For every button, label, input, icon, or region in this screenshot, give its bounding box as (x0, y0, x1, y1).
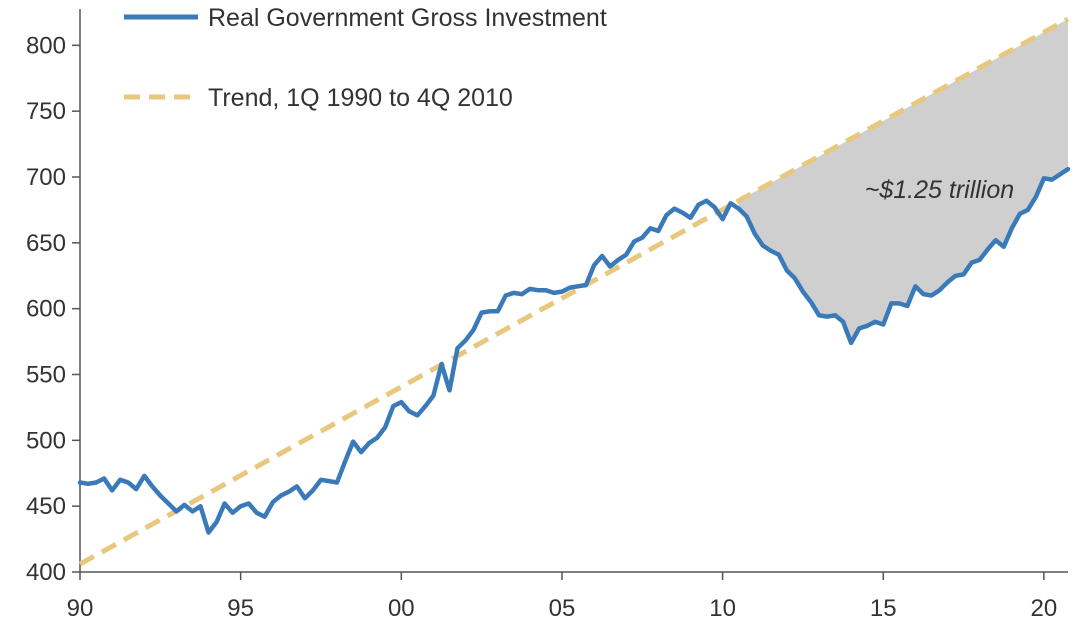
x-tick-label: 05 (549, 595, 576, 622)
x-tick-label: 20 (1031, 595, 1058, 622)
legend-label-actual: Real Government Gross Investment (208, 4, 607, 32)
y-tick-label: 500 (26, 427, 66, 454)
x-tick-label: 15 (870, 595, 897, 622)
y-tick-label: 750 (26, 98, 66, 125)
y-tick-label: 650 (26, 230, 66, 257)
gap-area (738, 19, 1068, 343)
y-tick-label: 700 (26, 164, 66, 191)
x-tick-label: 00 (388, 595, 415, 622)
y-tick-label: 400 (26, 559, 66, 586)
government-investment-line (77, 166, 1071, 535)
legend-label-trend: Trend, 1Q 1990 to 4Q 2010 (208, 84, 513, 112)
gap-annotation: ~$1.25 trillion (865, 176, 1014, 204)
y-tick-label: 450 (26, 493, 66, 520)
gap-area-layer (738, 19, 1068, 343)
x-tick-label: 90 (67, 595, 94, 622)
y-tick-label: 600 (26, 296, 66, 323)
annotation-layer: ~$1.25 trillion (865, 176, 1014, 204)
trend-line (78, 16, 1070, 567)
x-tick-label: 95 (227, 595, 254, 622)
series-layer (77, 16, 1071, 567)
y-tick-label: 550 (26, 362, 66, 389)
legend: Real Government Gross Investment Trend, 1… (124, 4, 607, 112)
x-tick-label: 10 (709, 595, 736, 622)
axes: 400 450 500 550 600 650 700 750 800 90 95 00 05 10 15 2… (26, 9, 1068, 622)
y-tick-label: 800 (26, 32, 66, 59)
